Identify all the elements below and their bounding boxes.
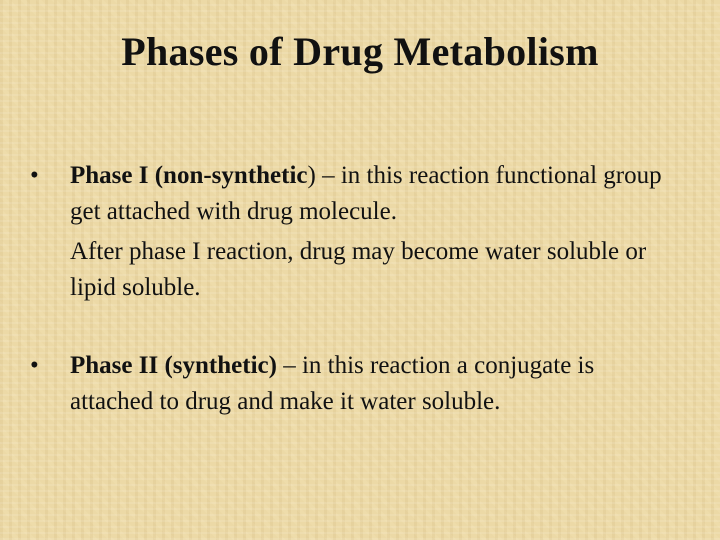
bullet-list: • Phase I (non-synthetic) – in this reac… bbox=[30, 158, 670, 420]
bullet: • Phase I (non-synthetic) – in this reac… bbox=[30, 158, 670, 306]
bullet-text: ) – in this reaction functional group ge… bbox=[70, 162, 662, 225]
bullet-dot: • bbox=[30, 352, 39, 379]
bullet-lead: Phase I (non-synthetic bbox=[70, 162, 308, 189]
bullet-text: – in this reaction a conjugate is attach… bbox=[70, 352, 595, 415]
slide-title: Phases of Drug Metabolism bbox=[121, 29, 599, 74]
bullet-lead: Phase II (synthetic) bbox=[70, 352, 277, 379]
bullet-dot: • bbox=[30, 162, 39, 189]
bullet: • Phase II (synthetic) – in this reactio… bbox=[30, 348, 670, 420]
bullet-extra: After phase I reaction, drug may become … bbox=[70, 238, 647, 301]
